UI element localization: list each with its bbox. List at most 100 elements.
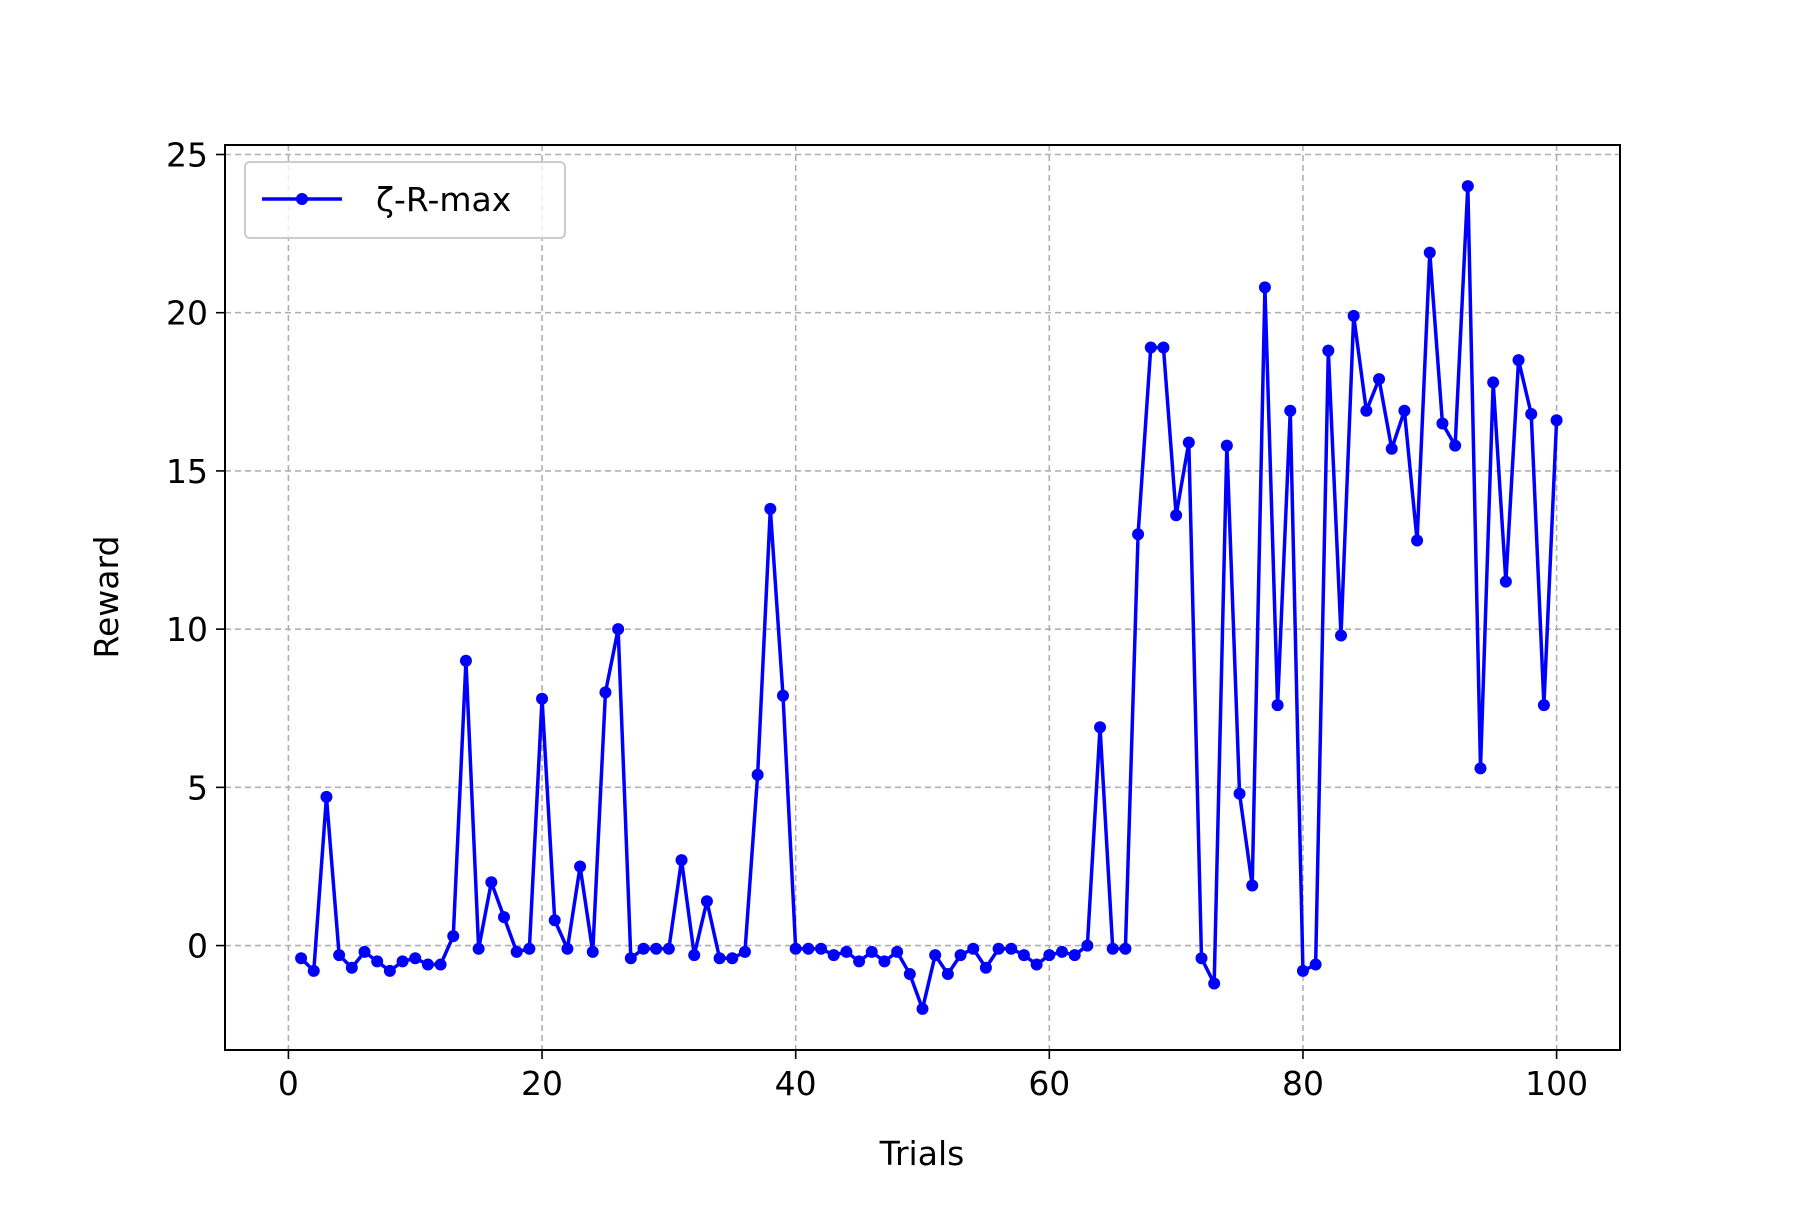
data-point xyxy=(853,955,866,968)
data-point xyxy=(865,945,878,958)
data-point xyxy=(1081,939,1094,952)
data-point xyxy=(1208,977,1221,990)
data-point xyxy=(624,952,637,965)
data-point xyxy=(574,860,587,873)
plot-area xyxy=(225,145,1620,1050)
grid xyxy=(225,145,1620,1050)
data-point xyxy=(1106,942,1119,955)
data-point xyxy=(1132,528,1145,541)
y-tick-label: 15 xyxy=(166,452,208,491)
data-point xyxy=(485,876,498,889)
data-point xyxy=(726,952,739,965)
data-point xyxy=(1474,762,1487,775)
data-point xyxy=(1068,949,1081,962)
x-tick-label: 60 xyxy=(1028,1064,1070,1103)
data-point xyxy=(1398,404,1411,417)
data-point xyxy=(1005,942,1018,955)
data-point xyxy=(1461,180,1474,193)
legend-label: ζ-R-max xyxy=(376,180,511,219)
series-layer xyxy=(295,180,1563,1015)
data-point xyxy=(498,911,510,924)
data-point xyxy=(358,945,371,958)
legend: ζ-R-max xyxy=(244,161,566,239)
data-point xyxy=(916,1002,929,1015)
data-point xyxy=(320,790,333,803)
data-point xyxy=(472,942,485,955)
data-point xyxy=(777,689,789,702)
data-point xyxy=(700,895,713,908)
data-point xyxy=(789,942,802,955)
data-point xyxy=(548,914,561,927)
y-tick-label: 5 xyxy=(187,768,208,807)
data-point xyxy=(447,930,460,943)
data-point xyxy=(662,942,675,955)
data-point xyxy=(967,942,980,955)
data-point xyxy=(1182,436,1195,449)
data-point xyxy=(688,949,701,962)
series-line xyxy=(299,184,1559,1011)
data-point xyxy=(941,968,954,981)
x-tick-label: 0 xyxy=(278,1064,299,1103)
data-point xyxy=(1360,404,1373,417)
data-point xyxy=(1271,699,1284,712)
data-point xyxy=(1373,373,1386,386)
data-point xyxy=(295,952,308,965)
data-point xyxy=(891,945,904,958)
data-point xyxy=(345,961,358,974)
data-point xyxy=(979,961,992,974)
data-point xyxy=(815,942,828,955)
data-point xyxy=(1499,575,1512,588)
data-point xyxy=(1487,376,1500,389)
data-point xyxy=(637,942,650,955)
data-point xyxy=(1246,879,1259,892)
data-point xyxy=(421,958,434,971)
data-point xyxy=(1347,309,1360,322)
data-point xyxy=(1258,281,1271,294)
y-tick-label: 25 xyxy=(166,135,208,174)
ticks: 0 20 40 60 80 100 0 5 10 15 20 25 xyxy=(166,135,1588,1103)
data-point xyxy=(992,942,1005,955)
y-tick-label: 10 xyxy=(166,610,208,649)
data-point xyxy=(371,955,384,968)
data-point xyxy=(396,955,409,968)
data-point xyxy=(1512,354,1525,367)
data-point xyxy=(434,958,447,971)
data-point xyxy=(459,654,472,667)
data-point xyxy=(1157,341,1170,354)
x-tick-label: 80 xyxy=(1282,1064,1324,1103)
data-point xyxy=(1537,699,1550,712)
x-axis-label: Trials xyxy=(879,1134,965,1173)
data-point xyxy=(1449,439,1462,452)
plot-frame xyxy=(224,144,1621,1051)
data-point xyxy=(675,854,688,867)
data-point xyxy=(536,692,549,705)
data-point xyxy=(650,942,663,955)
data-point xyxy=(561,942,574,955)
data-point xyxy=(383,964,396,977)
data-point xyxy=(1309,958,1322,971)
y-axis-label: Reward xyxy=(87,536,126,659)
data-point xyxy=(1284,404,1297,417)
data-point xyxy=(599,686,612,699)
data-point xyxy=(738,945,751,958)
data-point xyxy=(1043,949,1056,962)
data-point xyxy=(1119,942,1132,955)
data-point xyxy=(1094,721,1107,734)
data-point xyxy=(878,955,891,968)
data-point xyxy=(1030,958,1043,971)
data-point xyxy=(827,949,840,962)
data-point xyxy=(713,952,726,965)
y-tick-label: 0 xyxy=(187,927,208,966)
data-point xyxy=(1322,344,1335,357)
data-point xyxy=(1233,787,1246,800)
data-point xyxy=(954,949,967,962)
data-point xyxy=(612,623,625,636)
data-point xyxy=(1195,952,1208,965)
x-tick-label: 20 xyxy=(521,1064,563,1103)
data-point xyxy=(1411,534,1424,547)
data-point xyxy=(903,968,916,981)
data-point xyxy=(1550,414,1563,427)
data-point xyxy=(1170,509,1183,522)
data-point xyxy=(1017,949,1030,962)
